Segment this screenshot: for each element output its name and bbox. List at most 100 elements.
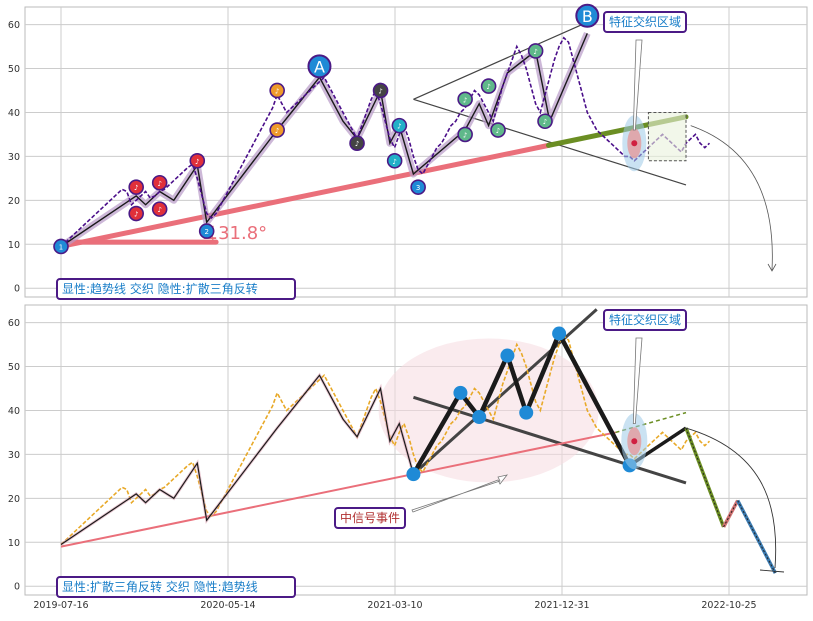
top-legend-box-box (56, 278, 296, 300)
wave-node-label: ♪ (486, 83, 490, 91)
wave-node (189, 152, 206, 169)
forecast-base (759, 569, 785, 573)
event-label: 中信号事件 (340, 510, 400, 525)
pattern-node (519, 405, 534, 420)
bot-y-tick-label: 20 (8, 494, 20, 505)
forecast-segment-dash (629, 427, 687, 466)
forecast-segment-dash (723, 500, 739, 528)
top-y-tick-label: 10 (8, 240, 20, 251)
wave-node (410, 179, 426, 195)
wave-node-label: ♪ (533, 48, 537, 56)
wave-label-circle (307, 54, 332, 79)
wave-node (490, 122, 506, 138)
wave-node (151, 174, 168, 191)
wave-node-label: ♪ (134, 184, 138, 192)
pattern-node (472, 410, 487, 425)
pattern-node (406, 467, 421, 482)
wave-node-label: 1 (59, 243, 63, 251)
feature-dot (631, 438, 638, 445)
wave-node-label: ♪ (195, 158, 199, 166)
trend-line (60, 431, 616, 548)
wave-node-label: ♪ (463, 96, 467, 104)
top-y-tick-label: 60 (8, 20, 20, 31)
price-line (60, 36, 711, 248)
top-y-tick-label: 40 (8, 108, 20, 119)
wave-node (269, 122, 285, 138)
wave-node (349, 135, 365, 152)
bottom-panel: 0 10 20 30 40 50 60 显性:扩散三角反转 交织 隐性:趋势线 特征交织区域中信… (8, 304, 808, 598)
angle-label: ∡31.8° (202, 223, 267, 244)
event-arrow (411, 474, 508, 513)
wave-node-label: ♪ (378, 87, 382, 95)
wave-node (457, 91, 473, 108)
wave-node-label: ♪ (392, 158, 396, 166)
pattern-node (552, 326, 567, 341)
x-tick-label: 2019-07-16 (33, 600, 88, 611)
top-feature-label: 特征交织区域 (609, 14, 681, 29)
wave-node-label: ♪ (157, 180, 161, 188)
wave-node (537, 113, 553, 130)
wave-node (128, 205, 144, 222)
wave-label-circle (575, 3, 600, 28)
wave-node (480, 78, 497, 94)
feature-rect (647, 111, 687, 162)
wave-node (151, 201, 168, 217)
wave-label: A (314, 57, 325, 76)
wave-path (60, 374, 414, 545)
event-label-box (334, 507, 406, 529)
pattern-node (453, 385, 468, 400)
bottom-legend-box: 显性:扩散三角反转 交织 隐性:趋势线 (62, 579, 258, 594)
forecast-curve (685, 427, 777, 569)
wave-node-label: ♪ (543, 118, 547, 126)
wave-node-label: ♪ (157, 206, 161, 214)
triangle-lower-line (413, 98, 687, 186)
forecast-curve (690, 125, 773, 271)
wave-node (527, 43, 544, 59)
wave-node (128, 179, 144, 195)
wave-node-label: ♪ (275, 127, 279, 135)
top-y-tick-label: 20 (8, 196, 20, 207)
triangle-lower-line (412, 395, 687, 485)
wave-node-label: ♪ (134, 211, 138, 219)
wave-node (386, 152, 403, 169)
wave-node (391, 117, 408, 134)
x-tick-label: 2022-10-25 (701, 600, 756, 611)
top-y-tick-label: 30 (8, 152, 20, 163)
top-y-tick-label: 0 (14, 284, 20, 295)
triangle-upper-line (412, 308, 598, 476)
wave-node-label: 2 (204, 228, 208, 236)
trend-extension (615, 411, 687, 434)
bot-y-tick-label: 50 (8, 362, 20, 373)
wave-node (198, 223, 215, 239)
wave-node-label: ♪ (355, 140, 359, 148)
bot-y-tick-label: 0 (14, 582, 20, 593)
forecast-arrowhead (767, 263, 777, 272)
pattern-node (500, 348, 515, 363)
bottom-feature-label: 特征交织区域 (609, 312, 681, 327)
bot-y-tick-label: 60 (8, 318, 20, 329)
wave-node (269, 82, 285, 99)
top-y-tick-label: 50 (8, 64, 20, 75)
wave-node-label: ♪ (397, 123, 401, 131)
top-panel: 0 10 20 30 40 50 60 ∡31.8° 1 ♪ ♪ ♪ ♪ ♪ 2 ♪ ♪ ♪ ♪ ♪ ♪ 3 ♪ ♪ ♪ ♪ ♪ ♪ A… (8, 3, 808, 300)
bot-y-tick-label: 30 (8, 450, 20, 461)
feature-pointer (632, 337, 643, 425)
wave-node (53, 238, 69, 255)
wave-node-label: ♪ (496, 127, 500, 135)
bot-y-tick-label: 10 (8, 538, 20, 549)
top-legend-box: 显性:趋势线 交织 隐性:扩散三角反转 (62, 281, 258, 296)
wave-node (372, 82, 389, 99)
x-tick-label: 2021-03-10 (367, 600, 422, 611)
x-axis: 2019-07-16 2020-05-14 2021-03-10 2021-12-31… (33, 600, 756, 611)
wave-node-label: ♪ (463, 131, 467, 139)
forecast-segment-dash (685, 427, 725, 528)
wave-node-label: ♪ (275, 87, 279, 95)
bottom-legend-box-box (56, 576, 296, 598)
bot-y-tick-label: 40 (8, 406, 20, 417)
x-tick-label: 2021-12-31 (534, 600, 589, 611)
wave-node-label: 3 (416, 184, 420, 192)
feature-pointer (632, 39, 643, 131)
x-tick-label: 2020-05-14 (200, 600, 255, 611)
